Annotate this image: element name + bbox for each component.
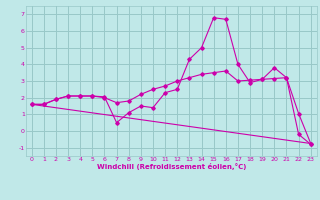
X-axis label: Windchill (Refroidissement éolien,°C): Windchill (Refroidissement éolien,°C) [97,163,246,170]
